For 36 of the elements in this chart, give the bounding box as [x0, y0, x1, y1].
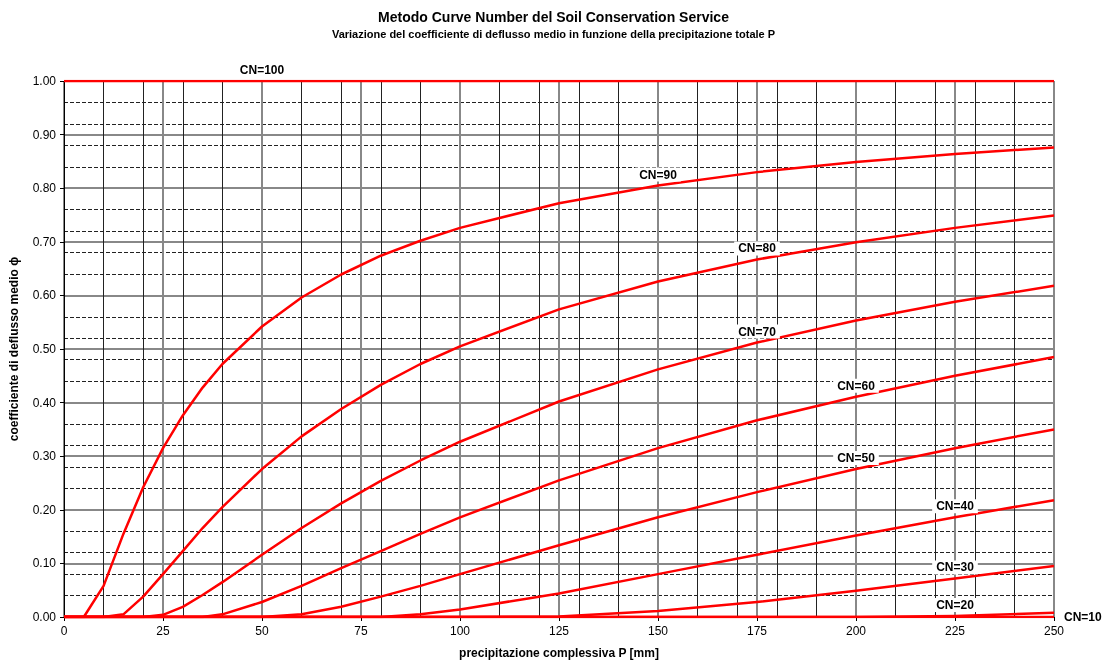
annotation: CN=50	[837, 451, 876, 466]
x-tick-label: 25	[156, 624, 170, 638]
chart-title: Metodo Curve Number del Soil Conservation Service	[378, 9, 730, 25]
x-tick-label: 200	[845, 624, 867, 638]
x-tick-label: 75	[354, 624, 368, 638]
annotation: CN=70	[738, 324, 777, 339]
y-tick-label: 0.40	[32, 395, 57, 410]
annotation: CN=10	[1064, 610, 1103, 624]
y-tick-label: 0.20	[32, 502, 57, 517]
x-tick-label: 0	[60, 624, 68, 638]
x-tick-label: 50	[255, 624, 269, 638]
y-tick-label: 0.60	[32, 288, 57, 303]
y-tick-label: 0.90	[32, 127, 57, 142]
y-tick-label: 0.50	[32, 342, 57, 356]
chart-subtitle: Variazione del coefficiente di deflusso medio in funzione della precipitazione totale P	[331, 27, 776, 40]
x-tick-label: 100	[449, 624, 471, 638]
x-tick-label: 175	[746, 624, 768, 638]
y-tick-label: 0.10	[32, 556, 57, 571]
y-tick-label: 1.00	[32, 74, 57, 88]
x-tick-label: 225	[944, 624, 966, 638]
y-tick-label: 0.70	[32, 234, 57, 249]
y-tick-label: 0.00	[32, 610, 57, 624]
annotation: CN=30	[936, 560, 975, 575]
x-tick-label: 250	[1043, 624, 1065, 638]
x-axis-title: precipitazione complessiva P [mm]	[459, 646, 659, 660]
y-tick-label: 0.30	[32, 449, 57, 464]
y-tick-label: 0.80	[32, 181, 57, 196]
x-tick-label: 150	[647, 624, 669, 638]
y-axis-title: coefficiente di deflusso medio ϕ	[7, 256, 21, 442]
annotation: CN=40	[936, 499, 975, 514]
annotation: CN=90	[639, 167, 678, 182]
x-tick-label: 125	[548, 624, 570, 638]
annotation: CN=100	[239, 63, 285, 77]
annotation: CN=60	[837, 378, 876, 393]
annotation: CN=20	[936, 597, 975, 612]
annotation: CN=80	[738, 241, 777, 256]
